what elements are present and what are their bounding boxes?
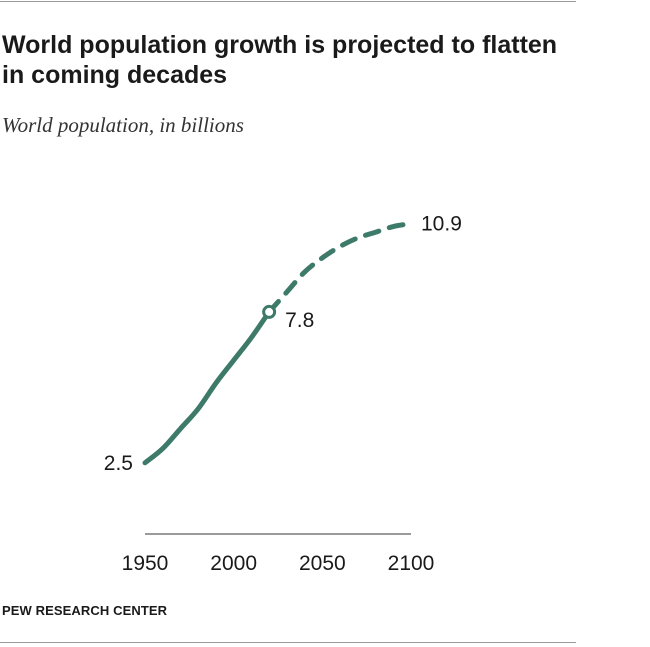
projected-population-line [266,221,414,315]
data-label: 2.5 [104,452,133,475]
marker-layer [262,304,277,319]
data-labels: 2.5 7.8 10.9 [104,213,462,475]
source-label: PEW RESEARCH CENTER [2,603,168,618]
x-tick-label: 2100 [388,552,435,575]
x-tick-label: 1950 [122,552,169,575]
x-tick-label: 2050 [299,552,346,575]
historical-population-line [142,309,272,466]
current-year-marker [262,304,277,319]
x-tick-label: 2000 [210,552,257,575]
chart-subtitle: World population, in billions [2,113,244,137]
x-tick-labels: 1950 2000 2050 2100 [122,552,435,575]
top-rule [0,1,576,2]
data-label: 7.8 [285,309,314,332]
chart-title: World population growth is projected to … [2,31,558,89]
bottom-rule [0,642,576,643]
series-layer [142,221,414,466]
data-label: 10.9 [421,213,462,236]
